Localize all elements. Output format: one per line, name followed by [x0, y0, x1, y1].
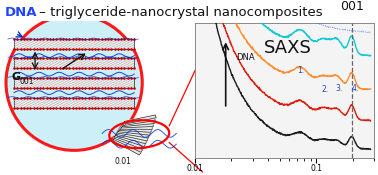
- Text: DNA: DNA: [5, 6, 37, 19]
- Polygon shape: [115, 134, 146, 147]
- Polygon shape: [113, 137, 143, 152]
- Bar: [14, 98, 134, 108]
- Text: 001: 001: [340, 0, 364, 13]
- Text: SAXS: SAXS: [264, 39, 312, 57]
- Bar: [14, 58, 134, 68]
- Text: G: G: [11, 72, 20, 82]
- Polygon shape: [113, 138, 141, 155]
- Polygon shape: [118, 129, 150, 135]
- Polygon shape: [122, 121, 154, 127]
- Polygon shape: [121, 124, 153, 128]
- Polygon shape: [123, 118, 155, 125]
- Bar: [14, 78, 134, 88]
- Polygon shape: [114, 136, 144, 149]
- Text: 2.: 2.: [321, 85, 328, 94]
- Text: 3.: 3.: [335, 84, 342, 93]
- Polygon shape: [117, 130, 149, 138]
- Text: 001: 001: [20, 77, 34, 86]
- Polygon shape: [124, 115, 156, 124]
- Polygon shape: [115, 133, 147, 144]
- Text: 4.: 4.: [351, 84, 358, 93]
- Ellipse shape: [6, 15, 142, 150]
- Polygon shape: [119, 128, 151, 132]
- Polygon shape: [116, 132, 148, 141]
- Bar: [14, 39, 134, 49]
- Text: DNA: DNA: [236, 53, 255, 62]
- Text: 1.: 1.: [297, 66, 305, 75]
- Polygon shape: [120, 126, 152, 129]
- Text: 0.01: 0.01: [115, 157, 132, 166]
- Text: – triglyceride-nanocrystal nanocomposites: – triglyceride-nanocrystal nanocomposite…: [35, 6, 322, 19]
